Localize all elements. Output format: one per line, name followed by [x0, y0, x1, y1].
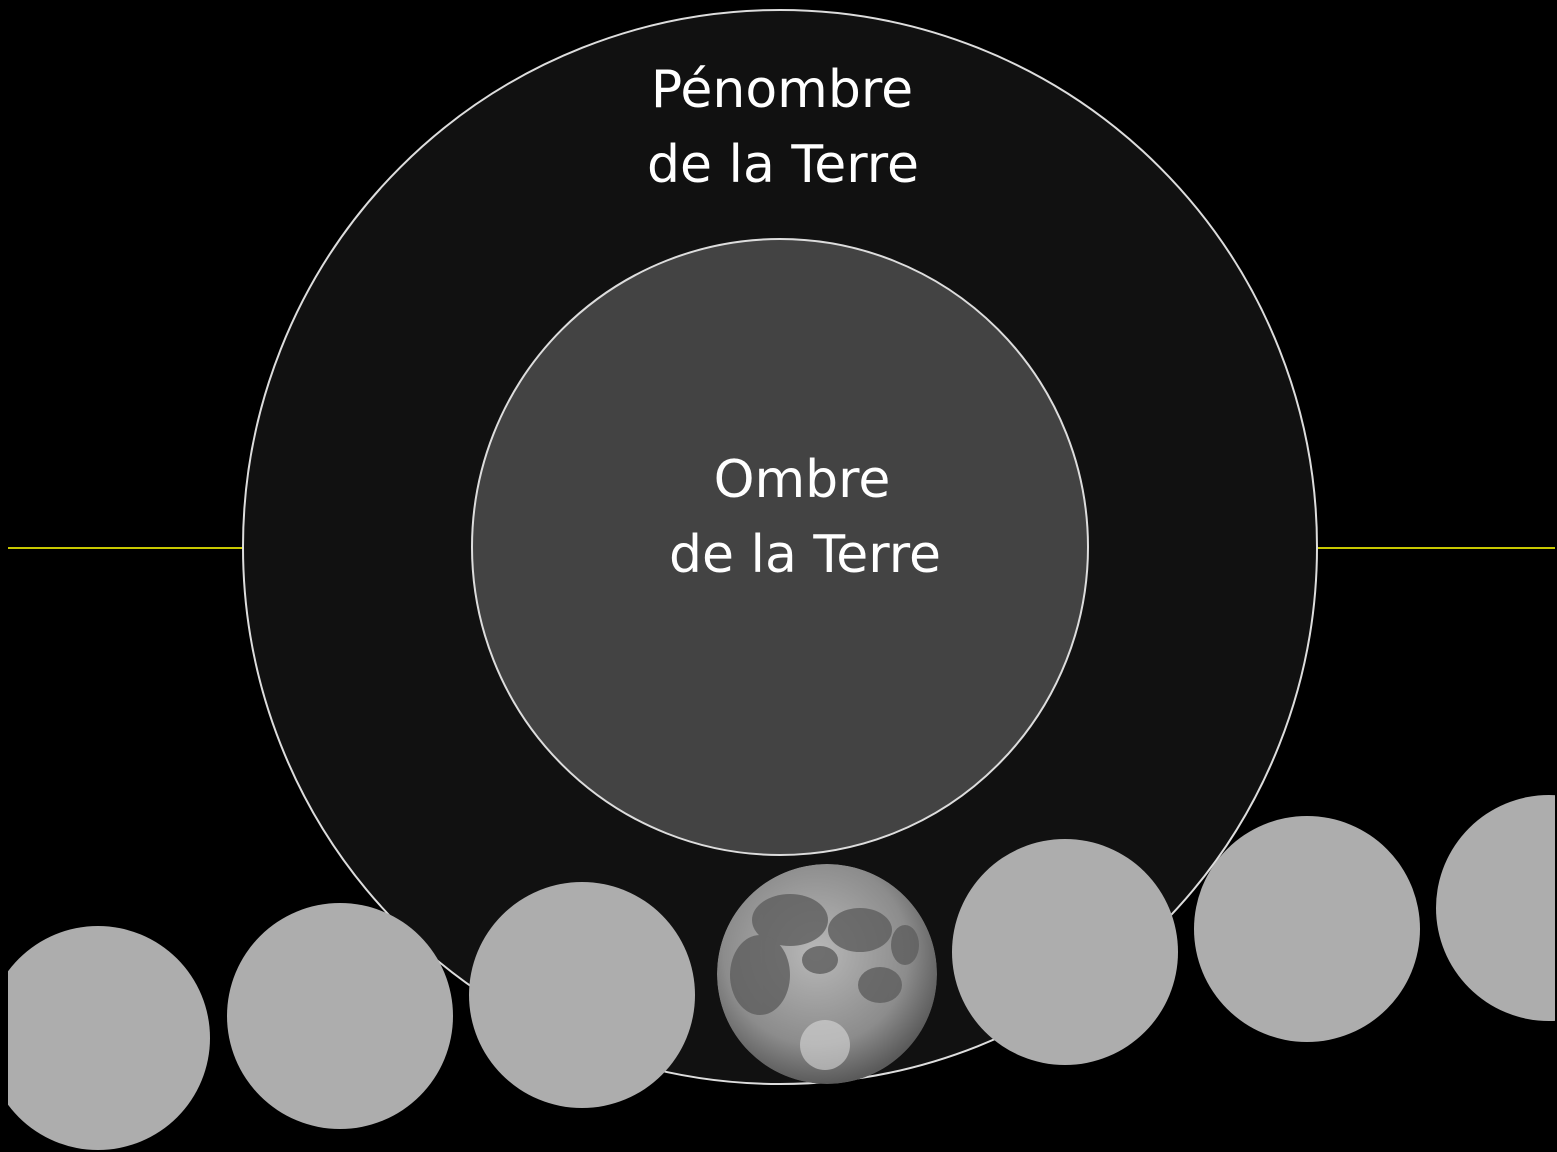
moon-position — [227, 903, 453, 1129]
umbra-label: de la Terre — [669, 525, 941, 585]
moon-position — [1194, 816, 1420, 1042]
edge-mask — [0, 0, 8, 1152]
umbra-label: Ombre — [714, 450, 891, 510]
eclipse-diagram: Pénombre de la Terre Ombre de la Terre — [0, 0, 1557, 1152]
moon-crater — [800, 1020, 850, 1070]
moon — [717, 864, 937, 1084]
penumbra-label: de la Terre — [647, 135, 919, 195]
penumbra-label: Pénombre — [651, 60, 913, 120]
moon-position — [952, 839, 1178, 1065]
moon-position — [469, 882, 695, 1108]
